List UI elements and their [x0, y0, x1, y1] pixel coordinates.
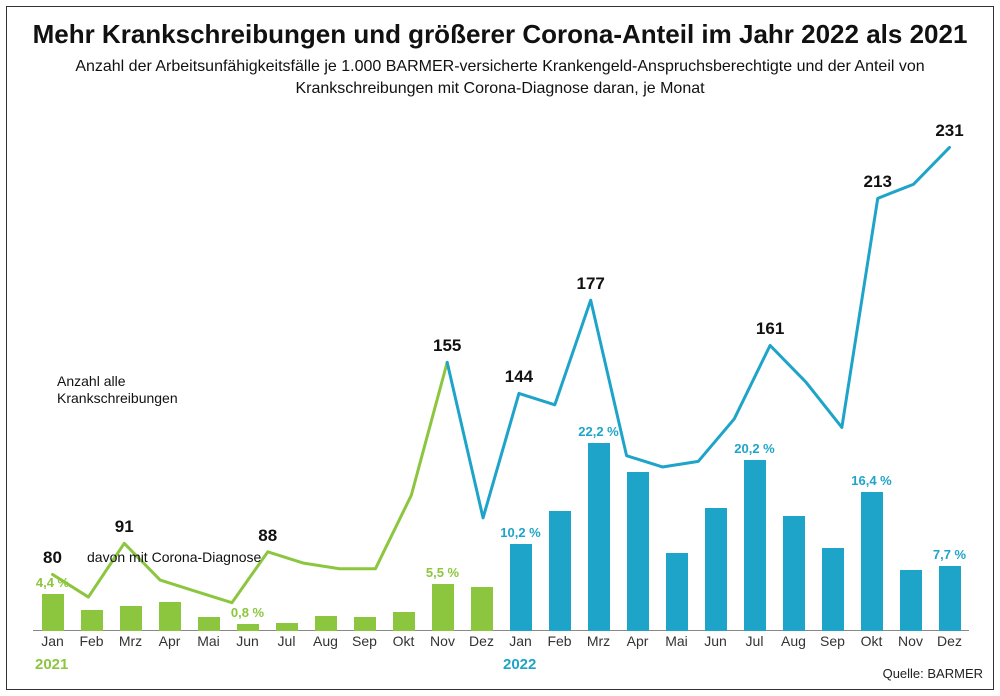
month-label: Mai — [197, 633, 220, 649]
bar — [159, 602, 181, 631]
bar — [861, 492, 883, 631]
month-label: Dez — [469, 633, 494, 649]
line-value-label: 88 — [258, 526, 277, 546]
month-label: Mai — [665, 633, 688, 649]
month-label: Aug — [781, 633, 806, 649]
annotation-corona: davon mit Corona-Diagnose — [87, 549, 261, 566]
chart-subtitle: Anzahl der Arbeitsunfähigkeitsfälle je 1… — [7, 50, 993, 99]
bar — [237, 624, 259, 631]
line-value-label: 144 — [505, 367, 533, 387]
source-label: Quelle: BARMER — [883, 666, 983, 681]
bar — [315, 616, 337, 631]
month-label: Okt — [861, 633, 883, 649]
bar — [627, 472, 649, 631]
month-label: Dez — [937, 633, 962, 649]
bar-label: 20,2 % — [725, 441, 785, 456]
line-value-label: 155 — [433, 336, 461, 356]
bar — [705, 508, 727, 631]
month-label: Mrz — [587, 633, 610, 649]
year-label-2022: 2022 — [503, 656, 536, 673]
month-label: Feb — [79, 633, 103, 649]
bar — [393, 612, 415, 631]
line-value-label: 80 — [43, 548, 62, 568]
chart-title: Mehr Krankschreibungen und größerer Coro… — [7, 7, 993, 50]
bar — [588, 443, 610, 631]
bar — [198, 617, 220, 631]
month-label: Jun — [236, 633, 259, 649]
bar — [900, 570, 922, 631]
bar — [471, 587, 493, 631]
line-value-label: 213 — [864, 172, 892, 192]
bar-label: 0,8 % — [218, 605, 278, 620]
bar — [42, 594, 64, 631]
bar-label: 16,4 % — [842, 473, 902, 488]
bar — [744, 460, 766, 631]
month-label: Apr — [159, 633, 181, 649]
month-label: Aug — [313, 633, 338, 649]
bar-label: 5,5 % — [413, 565, 473, 580]
bar — [81, 610, 103, 631]
month-label: Jan — [41, 633, 64, 649]
bar — [120, 606, 142, 631]
bar — [666, 553, 688, 631]
month-label: Sep — [352, 633, 377, 649]
bar-label: 4,4 % — [23, 575, 83, 590]
line-value-label: 231 — [935, 121, 963, 141]
month-label: Sep — [820, 633, 845, 649]
bar-label: 10,2 % — [491, 525, 551, 540]
bar — [783, 516, 805, 631]
bar — [432, 584, 454, 631]
month-axis-labels: Jan Feb Mrz Apr Mai Jun Jul Aug Sep Okt Nov Dez Jan F… — [33, 633, 969, 653]
month-label: Jul — [746, 633, 764, 649]
month-label: Jul — [278, 633, 296, 649]
chart-frame: Mehr Krankschreibungen und größerer Coro… — [6, 6, 994, 690]
line-value-label: 91 — [115, 517, 134, 537]
month-label: Nov — [430, 633, 455, 649]
line-value-label: 161 — [756, 319, 784, 339]
bar-label: 22,2 % — [569, 424, 629, 439]
bar-label: 7,7 % — [920, 547, 980, 562]
bar — [510, 544, 532, 631]
month-label: Mrz — [119, 633, 142, 649]
year-label-2021: 2021 — [35, 656, 68, 673]
bar — [276, 623, 298, 631]
month-label: Okt — [393, 633, 415, 649]
month-label: Feb — [547, 633, 571, 649]
line-value-label: 177 — [577, 274, 605, 294]
month-label: Jun — [704, 633, 727, 649]
month-label: Jan — [509, 633, 532, 649]
bar — [354, 617, 376, 631]
bar — [939, 566, 961, 631]
annotation-all-cases: Anzahl alleKrankschreibungen — [57, 373, 197, 407]
month-label: Nov — [898, 633, 923, 649]
month-label: Apr — [627, 633, 649, 649]
bar — [549, 511, 571, 631]
bar — [822, 548, 844, 631]
